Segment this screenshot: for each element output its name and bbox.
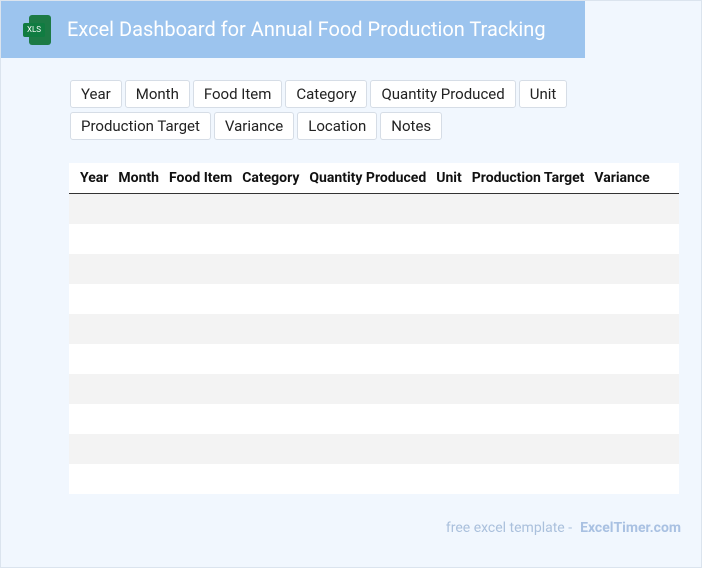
footer: free excel template - ExcelTimer.com — [446, 519, 681, 537]
table-row — [69, 284, 679, 314]
table-row — [69, 314, 679, 344]
filter-chip[interactable]: Category — [285, 80, 368, 108]
column-header: Category — [242, 170, 300, 186]
table-row — [69, 404, 679, 434]
filter-chip[interactable]: Month — [124, 80, 190, 108]
column-header: Year — [80, 170, 109, 186]
icon-label: XLS — [23, 23, 45, 37]
filter-chip[interactable]: Year — [70, 80, 122, 108]
column-header: Unit — [436, 170, 462, 186]
footer-text: free excel template - — [445, 520, 573, 536]
excel-icon: XLS — [23, 15, 51, 45]
filter-chip[interactable]: Notes — [380, 112, 443, 140]
filter-chip[interactable]: Location — [297, 112, 378, 140]
filter-chip[interactable]: Variance — [213, 112, 295, 140]
header-bar: XLS Excel Dashboard for Annual Food Prod… — [1, 1, 585, 58]
table-row — [69, 344, 679, 374]
column-header: Variance — [594, 170, 650, 186]
column-header: Month — [118, 170, 159, 186]
column-header: Quantity Produced — [309, 170, 427, 186]
column-header: Production Target — [471, 170, 585, 186]
filter-chip[interactable]: Production Target — [70, 112, 211, 140]
table-row — [69, 254, 679, 284]
column-header: Food Item — [169, 170, 233, 186]
table-row — [69, 464, 679, 494]
filter-bar: Year Month Food Item Category Quantity Produ… — [70, 80, 590, 140]
page-title: Excel Dashboard for Annual Food Producti… — [67, 17, 546, 41]
table-header: Year Month Food Item Category Quantity Produ… — [69, 163, 679, 194]
table-row — [69, 224, 679, 254]
filter-chip[interactable]: Food Item — [192, 80, 283, 108]
data-table: Year Month Food Item Category Quantity Produ… — [69, 163, 679, 494]
table-row — [69, 194, 679, 224]
filter-chip[interactable]: Quantity Produced — [370, 80, 516, 108]
table-row — [69, 374, 679, 404]
table-row — [69, 434, 679, 464]
filter-chip[interactable]: Unit — [518, 80, 568, 108]
footer-brand[interactable]: ExcelTimer.com — [580, 520, 681, 536]
table-body — [69, 194, 679, 494]
